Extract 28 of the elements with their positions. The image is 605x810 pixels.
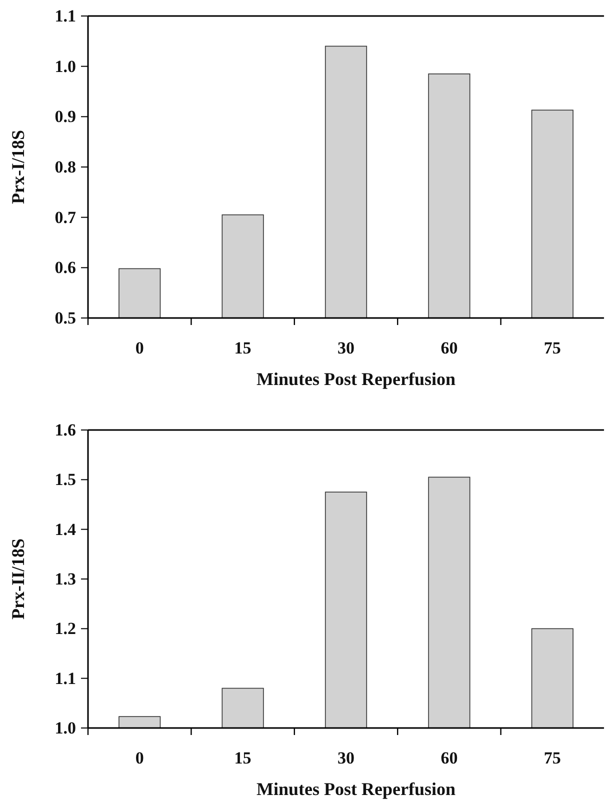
y-tick-label: 1.5 xyxy=(54,470,76,490)
x-tick-label: 60 xyxy=(440,748,458,768)
x-tick-label: 15 xyxy=(234,338,252,358)
y-tick-label: 1.3 xyxy=(54,569,76,588)
x-tick-label: 60 xyxy=(440,338,458,358)
x-axis-title: Minutes Post Reperfusion xyxy=(256,779,456,799)
y-tick-label: 1.0 xyxy=(54,718,76,738)
y-tick-label: 0.6 xyxy=(54,258,76,278)
x-axis-title: Minutes Post Reperfusion xyxy=(256,369,456,389)
y-tick-label: 0.7 xyxy=(54,208,76,227)
y-tick-label: 0.9 xyxy=(54,107,76,126)
x-tick-label: 0 xyxy=(135,748,144,768)
x-tick-label: 30 xyxy=(338,338,354,358)
y-tick-label: 1.0 xyxy=(54,56,76,76)
x-tick-label: 75 xyxy=(544,748,561,768)
y-axis-title: Prx-I/18S xyxy=(8,130,28,204)
y-tick-label: 0.8 xyxy=(54,157,76,176)
x-tick-label: 30 xyxy=(338,748,354,768)
y-tick-label: 0.5 xyxy=(54,308,76,328)
x-tick-label: 75 xyxy=(544,338,561,358)
y-tick-label: 1.2 xyxy=(54,619,76,638)
x-tick-label: 15 xyxy=(234,748,252,768)
y-tick-label: 1.6 xyxy=(54,420,76,440)
y-tick-label: 1.1 xyxy=(54,668,76,688)
x-tick-label: 0 xyxy=(135,338,144,358)
y-tick-label: 1.1 xyxy=(54,6,76,26)
y-axis-title: Prx-II/18S xyxy=(8,538,28,620)
y-tick-label: 1.4 xyxy=(54,520,76,539)
